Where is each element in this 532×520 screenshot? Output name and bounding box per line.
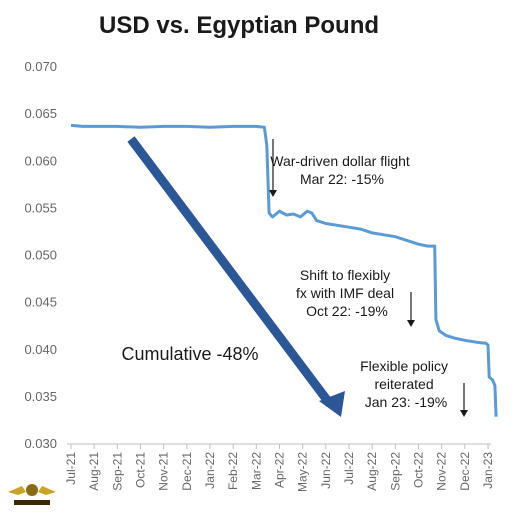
logo-emblem [26,484,38,496]
logo-left-wing [8,486,26,495]
x-tick-label: Jan-22 [203,452,217,489]
x-tick-label: Sep-21 [110,452,124,491]
logo-right-wing [38,486,56,495]
oct22-arrow-head [407,320,415,327]
x-tick-label: Jan-23 [481,452,495,489]
watermark-logo [8,484,56,505]
x-tick-label: Jul-22 [342,452,356,485]
x-tick-label: Jun-22 [319,452,333,489]
y-axis-ticks: 0.070 0.065 0.060 0.055 0.050 0.045 0.040 0.035… [24,59,57,451]
annotation-oct22: Shift to flexibly fx with IMF deal Oct 2… [296,267,398,319]
annotation-jan23: Flexible policy reiterated Jan 23: -19% [360,358,452,410]
jan23-arrow-head [460,410,468,417]
y-tick-label: 0.065 [24,106,57,121]
x-tick-label: Aug-22 [365,452,379,491]
x-tick-label: Oct-21 [134,452,148,488]
mar22-arrow-head [269,190,277,197]
y-tick-label: 0.035 [24,389,57,404]
x-axis-ticks: Jul-21 Aug-21 Sep-21 Oct-21 Nov-21 Dec-21 Jan-… [64,452,495,492]
x-tick-label: Aug-21 [87,452,101,491]
y-tick-label: 0.055 [24,200,57,215]
annotation-cumulative: Cumulative -48% [121,344,258,364]
annotation-mar22: War-driven dollar flight Mar 22: -15% [270,153,413,187]
x-tick-label: Sep-22 [388,452,402,491]
x-tick-label: Dec-22 [458,452,472,491]
x-tick-label: May-22 [296,452,310,492]
x-tick-label: Mar-22 [249,452,263,490]
cumulative-arrow-shaft [127,136,334,407]
y-tick-label: 0.050 [24,248,57,263]
y-tick-label: 0.030 [24,436,57,451]
y-tick-label: 0.040 [24,342,57,357]
x-tick-label: Apr-22 [273,452,287,488]
logo-banner [14,500,50,505]
x-tick-label: Oct-22 [412,452,426,488]
x-tick-label: Nov-22 [435,452,449,491]
exchange-rate-series-line [70,123,498,417]
cumulative-arrow-head [319,391,345,417]
x-tick-label: Dec-21 [180,452,194,491]
y-tick-label: 0.060 [24,153,57,168]
x-tick-label: Feb-22 [226,452,240,490]
x-axis-tickmarks [70,444,489,449]
chart-title: USD vs. Egyptian Pound [99,12,379,39]
x-tick-label: Jul-21 [64,452,78,485]
y-tick-label: 0.070 [24,59,57,74]
y-tick-label: 0.045 [24,295,57,310]
x-tick-label: Nov-21 [157,452,171,491]
